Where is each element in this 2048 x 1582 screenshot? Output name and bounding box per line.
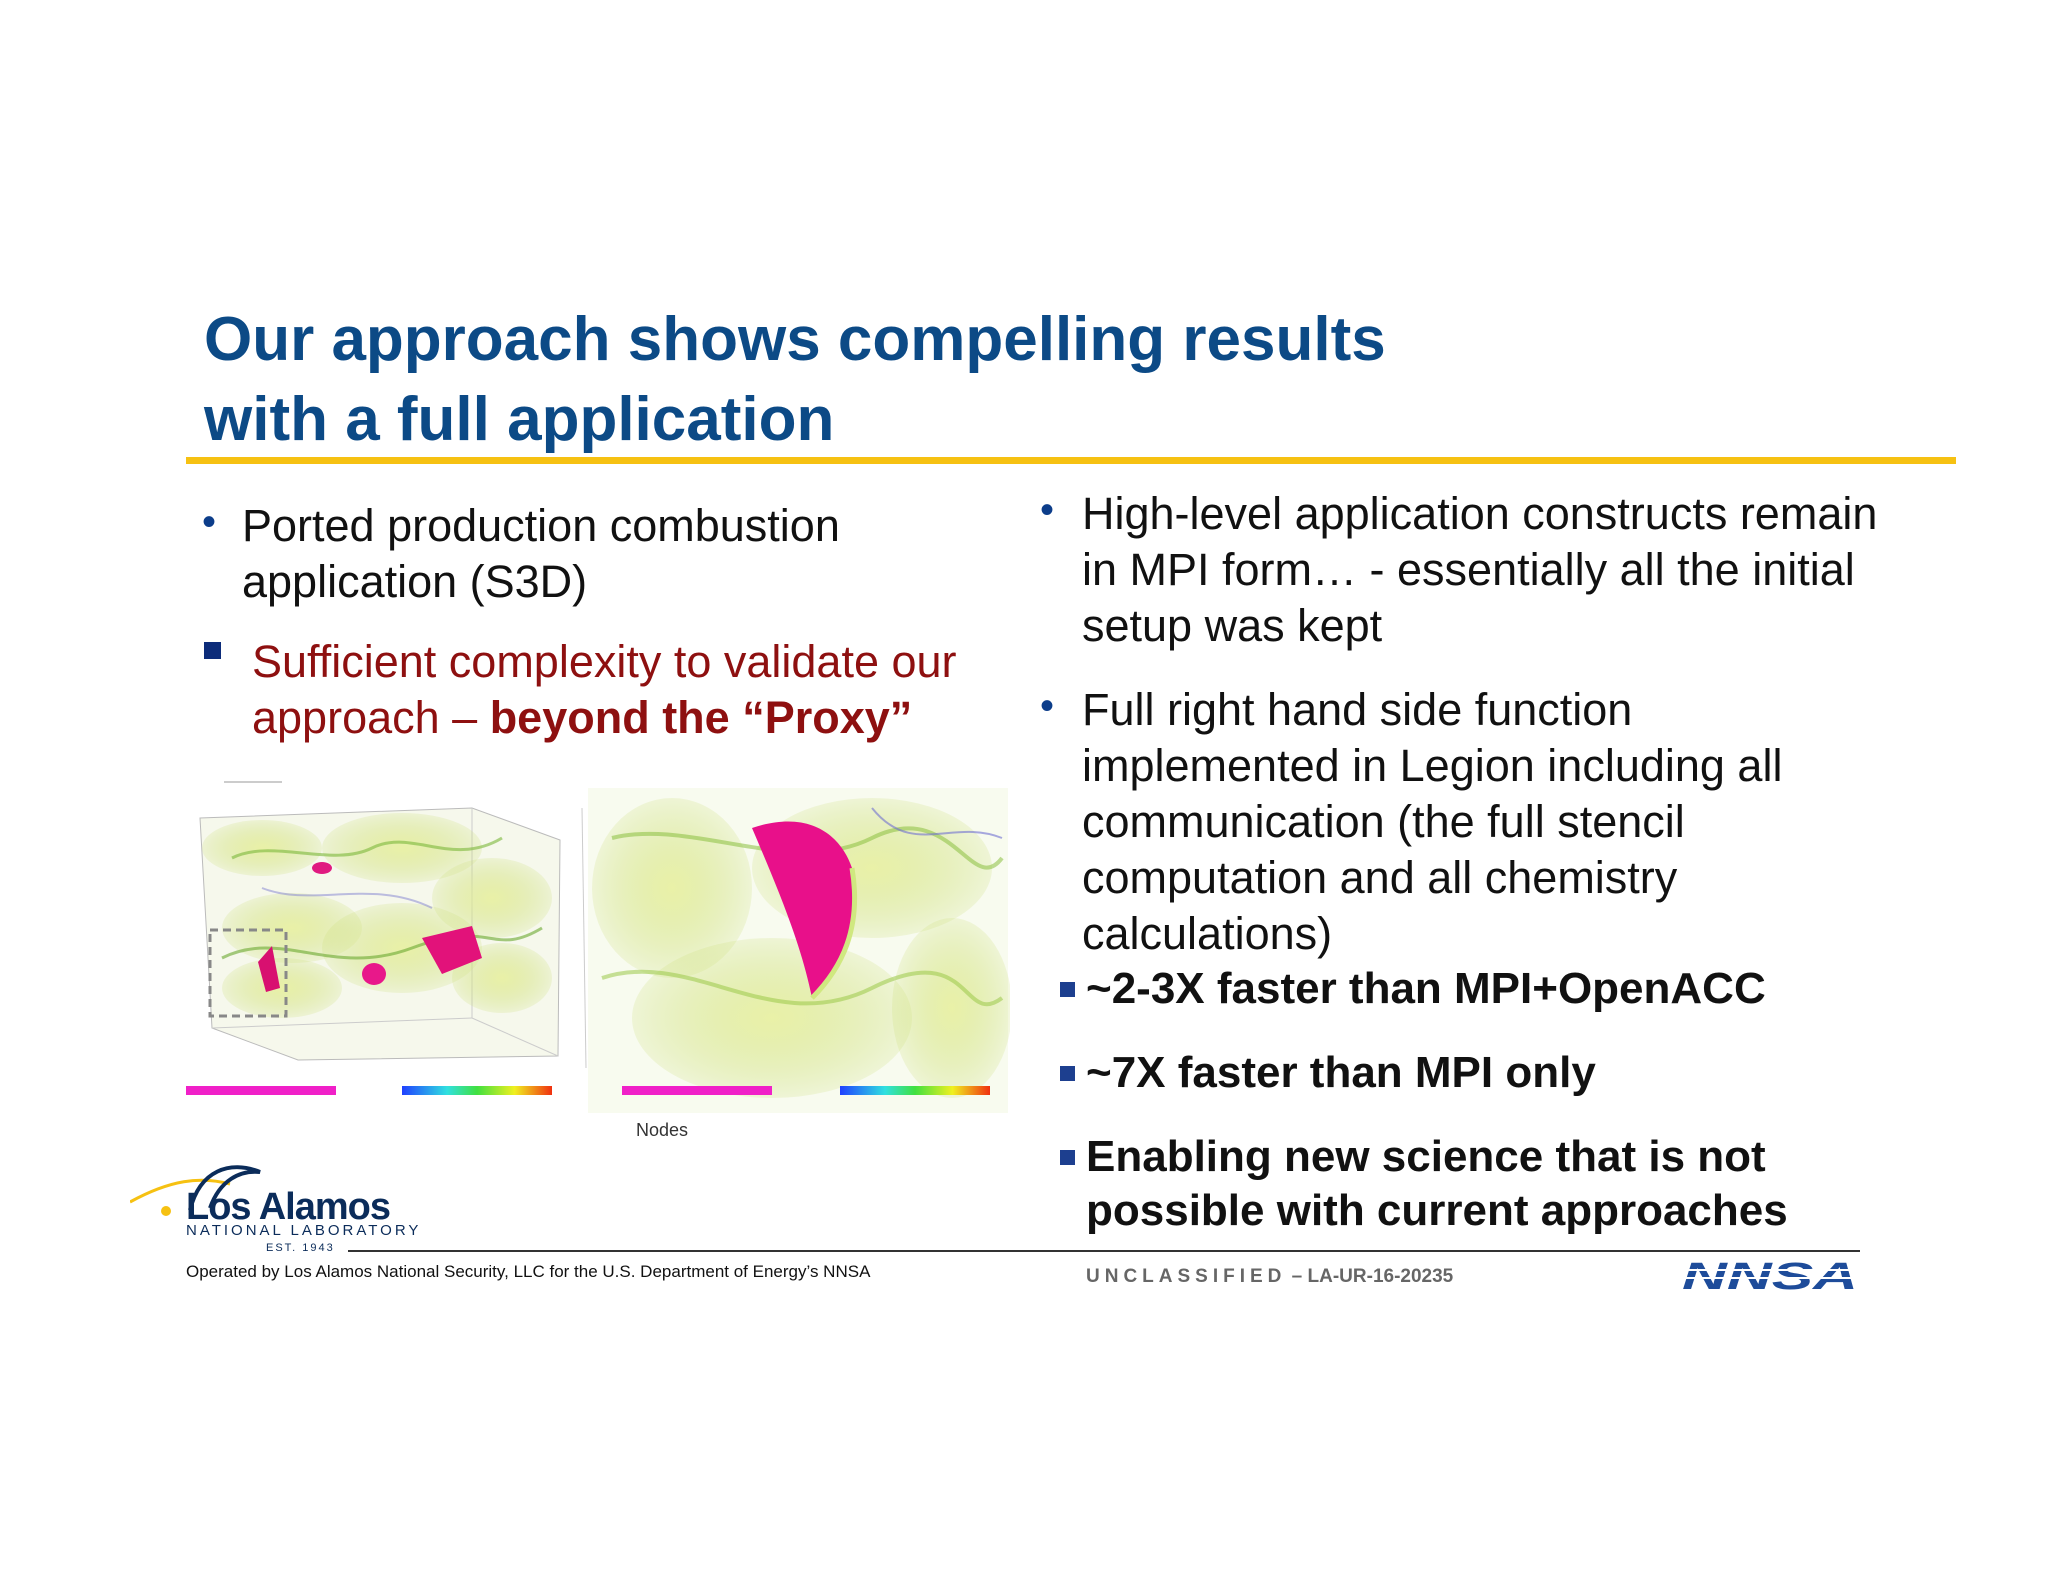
bullet-text: High-level application constructs remain	[1082, 488, 1878, 539]
bullet-text: in MPI form… - essentially all the initi…	[1082, 544, 1855, 595]
result-text: ~7X faster than MPI only	[1086, 1048, 1596, 1097]
classification-marking: UNCLASSIFIED – LA-UR-16-20235	[1086, 1266, 1453, 1288]
bullet-square-icon	[1060, 1150, 1075, 1165]
bullet-text: setup was kept	[1082, 600, 1383, 651]
bullet-text-plain: approach –	[252, 692, 490, 743]
combustion-visualization	[186, 781, 1010, 1113]
figure-caption: Nodes	[636, 1120, 689, 1140]
slide-title-line-1: Our approach shows compelling results	[204, 305, 1386, 374]
bullet-text: computation and all chemistry	[1082, 852, 1678, 903]
bullet-square-icon	[1060, 1066, 1075, 1081]
simulation-figures	[172, 778, 1010, 1150]
slide-title: Our approach shows compelling results wi…	[204, 300, 1904, 460]
left-column: • Ported production combustion applicati…	[200, 498, 1020, 746]
colorbar-legends	[186, 1086, 990, 1095]
bullet-square-icon	[1060, 982, 1075, 997]
result-item: Enabling new science that is not possibl…	[1040, 1130, 1960, 1238]
bullet-text: Full right hand side function	[1082, 684, 1633, 735]
bullet-full-rhs: • Full right hand side function implemen…	[1040, 682, 1960, 962]
result-text: Enabling new science that is not	[1086, 1132, 1766, 1181]
nnsa-logo-icon: NNSA	[1678, 1258, 1868, 1294]
logo-subtitle: NATIONAL LABORATORY	[186, 1222, 422, 1239]
nnsa-logo-text: NNSA	[1682, 1258, 1858, 1294]
right-column: • High-level application constructs rema…	[1040, 486, 1960, 1238]
bullet-high-level: • High-level application constructs rema…	[1040, 486, 1960, 654]
spacer	[1040, 654, 1960, 682]
bullet-ported: • Ported production combustion applicati…	[200, 498, 1020, 610]
operated-by-text: Operated by Los Alamos National Security…	[186, 1262, 871, 1281]
zoomed-region-render	[588, 788, 1010, 1113]
los-alamos-logo-icon	[130, 1165, 261, 1216]
result-text: possible with current approaches	[1086, 1186, 1788, 1235]
classification-label: UNCLASSIFIED	[1086, 1266, 1287, 1287]
result-item: ~2-3X faster than MPI+OpenACC	[1040, 962, 1960, 1016]
result-item: ~7X faster than MPI only	[1040, 1046, 1960, 1100]
full-domain-render	[199, 781, 561, 1061]
document-number: – LA-UR-16-20235	[1286, 1266, 1454, 1287]
bullet-text: implemented in Legion including all	[1082, 740, 1783, 791]
bullet-text-bold: beyond the “Proxy”	[489, 692, 913, 743]
slide-title-line-2: with a full application	[204, 385, 835, 454]
bullet-dot-icon: •	[1040, 684, 1055, 728]
footer-divider	[348, 1250, 1860, 1252]
bullet-complexity: Sufficient complexity to validate our ap…	[200, 634, 1020, 746]
bullet-text: communication (the full stencil	[1082, 796, 1685, 847]
bullet-text: Ported production combustion	[242, 500, 840, 551]
bullet-text-line: approach – beyond the “Proxy”	[252, 690, 1020, 746]
bullet-square-icon	[204, 642, 221, 659]
bullet-text: Sufficient complexity to validate our	[252, 636, 957, 687]
bullet-text: calculations)	[1082, 908, 1333, 959]
bullet-text: application (S3D)	[242, 556, 588, 607]
bullet-dot-icon: •	[1040, 488, 1055, 532]
bullet-dot-icon: •	[202, 500, 217, 544]
logo-established: EST. 1943	[266, 1242, 335, 1254]
logo-name: Los Alamos	[186, 1186, 391, 1228]
title-underline	[186, 457, 1956, 464]
result-text: ~2-3X faster than MPI+OpenACC	[1086, 964, 1766, 1013]
